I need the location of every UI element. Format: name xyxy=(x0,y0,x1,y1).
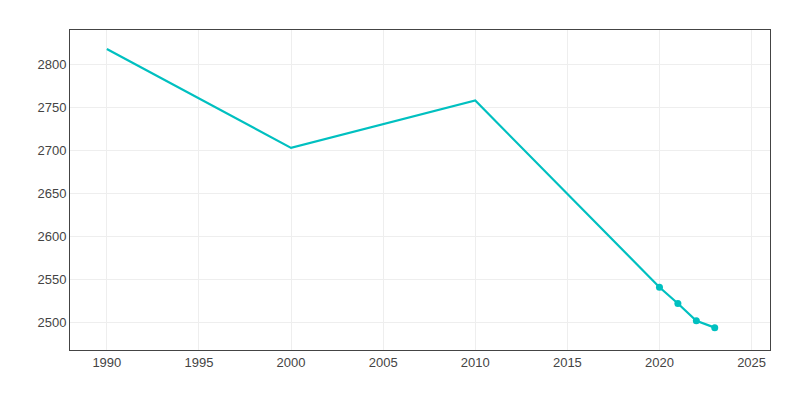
svg-text:2010: 2010 xyxy=(461,355,490,370)
svg-text:2025: 2025 xyxy=(737,355,766,370)
svg-text:2700: 2700 xyxy=(37,143,66,158)
svg-text:2500: 2500 xyxy=(37,315,66,330)
svg-text:2015: 2015 xyxy=(553,355,582,370)
svg-text:2750: 2750 xyxy=(37,100,66,115)
svg-text:2000: 2000 xyxy=(277,355,306,370)
svg-text:2550: 2550 xyxy=(37,272,66,287)
svg-text:2020: 2020 xyxy=(645,355,674,370)
svg-text:2650: 2650 xyxy=(37,186,66,201)
svg-text:2600: 2600 xyxy=(37,229,66,244)
svg-text:1990: 1990 xyxy=(92,355,121,370)
svg-text:2005: 2005 xyxy=(369,355,398,370)
svg-text:1995: 1995 xyxy=(184,355,213,370)
svg-text:2800: 2800 xyxy=(37,57,66,72)
